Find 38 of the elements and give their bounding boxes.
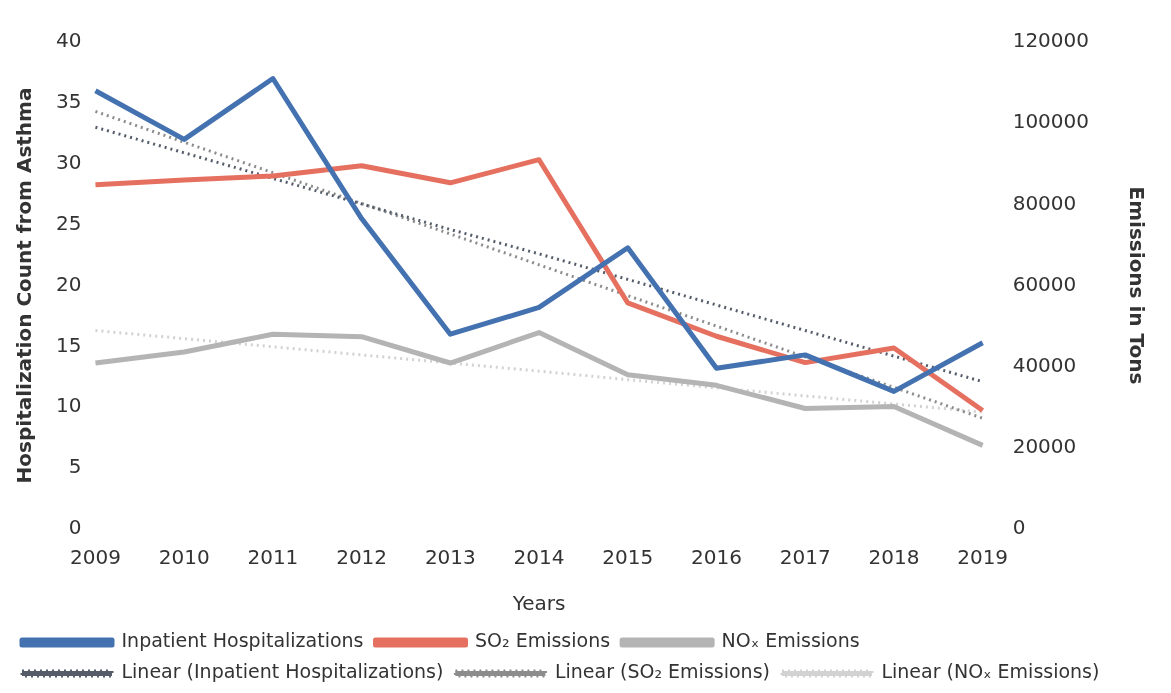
x-tick-label: 2010 — [158, 545, 210, 570]
x-tick-label: 2013 — [424, 545, 476, 570]
y2-tick-label: 60000 — [1012, 271, 1077, 296]
x-tick-label: 2015 — [602, 545, 654, 570]
y2-tick-label: 20000 — [1012, 434, 1077, 459]
x-axis-title: Years — [511, 591, 566, 616]
legend-label: Linear (SO₂ Emissions) — [554, 660, 770, 683]
x-tick-label: 2019 — [957, 545, 1009, 570]
legend-label: NOₓ Emissions — [721, 629, 860, 652]
y-tick-label: 40 — [56, 28, 82, 53]
y-tick-label: 5 — [68, 454, 82, 479]
y-axis-title: Hospitalization Count from Asthma — [12, 87, 37, 484]
y2-tick-label: 40000 — [1012, 352, 1077, 377]
line-series — [93, 329, 985, 414]
y2-tick-label: 100000 — [1012, 109, 1090, 134]
y-tick-label: 20 — [56, 271, 82, 296]
y-tick-label: 0 — [68, 515, 82, 540]
y2-tick-label: 120000 — [1012, 28, 1090, 53]
x-tick-label: 2012 — [336, 545, 388, 570]
legend-label: Inpatient Hospitalizations — [121, 629, 364, 652]
x-tick-label: 2011 — [247, 545, 299, 570]
y-tick-label: 30 — [56, 149, 82, 174]
y2-tick-label: 0 — [1012, 515, 1026, 540]
y2-tick-label: 80000 — [1012, 190, 1077, 215]
x-tick-label: 2016 — [691, 545, 742, 570]
y-tick-label: 25 — [56, 210, 82, 235]
x-tick-label: 2009 — [70, 545, 121, 570]
y-tick-label: 15 — [56, 332, 82, 357]
x-tick-label: 2014 — [513, 545, 565, 570]
line-series — [93, 109, 985, 420]
y-tick-label: 10 — [56, 393, 82, 418]
y-tick-label: 35 — [56, 89, 82, 114]
legend-label: Linear (Inpatient Hospitalizations) — [121, 660, 444, 683]
x-tick-label: 2018 — [868, 545, 920, 570]
legend-label: SO₂ Emissions — [475, 629, 611, 652]
legend-label: Linear (NOₓ Emissions) — [881, 660, 1100, 683]
x-tick-label: 2017 — [779, 545, 831, 570]
y2-axis-title: Emissions in Tons — [1124, 186, 1149, 385]
